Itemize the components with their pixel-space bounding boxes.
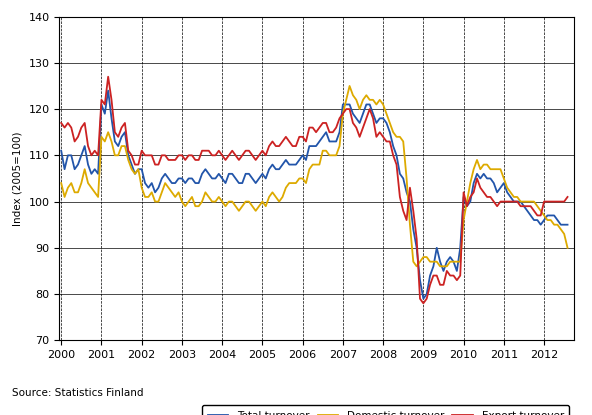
Total turnover xyxy=(57,148,65,153)
Text: Source: Statistics Finland: Source: Statistics Finland xyxy=(12,388,143,398)
Export turnover xyxy=(400,208,407,213)
Total turnover xyxy=(75,162,82,167)
Domestic turnover xyxy=(413,264,420,269)
Export turnover xyxy=(236,157,243,162)
Export turnover xyxy=(75,134,82,139)
Export turnover xyxy=(105,74,112,79)
Total turnover xyxy=(105,88,112,93)
Export turnover xyxy=(138,148,145,153)
Domestic turnover xyxy=(135,167,142,172)
Total turnover xyxy=(420,296,427,301)
Domestic turnover xyxy=(400,139,407,144)
Total turnover xyxy=(390,144,397,149)
Domestic turnover xyxy=(185,199,192,204)
Export turnover xyxy=(188,153,195,158)
Total turnover xyxy=(564,222,571,227)
Total turnover xyxy=(188,176,195,181)
Total turnover xyxy=(236,181,243,186)
Legend: Total turnover, Domestic turnover, Export turnover: Total turnover, Domestic turnover, Expor… xyxy=(202,405,569,415)
Export turnover xyxy=(420,301,427,306)
Total turnover xyxy=(138,167,145,172)
Domestic turnover xyxy=(390,130,397,135)
Export turnover xyxy=(390,153,397,158)
Domestic turnover xyxy=(346,83,353,88)
Total turnover xyxy=(400,176,407,181)
Y-axis label: Index (2005=100): Index (2005=100) xyxy=(13,131,23,226)
Domestic turnover xyxy=(564,245,571,250)
Domestic turnover xyxy=(75,190,82,195)
Export turnover xyxy=(564,195,571,200)
Line: Export turnover: Export turnover xyxy=(61,77,568,303)
Line: Domestic turnover: Domestic turnover xyxy=(61,86,568,266)
Domestic turnover xyxy=(232,204,239,209)
Export turnover xyxy=(57,120,65,125)
Line: Total turnover: Total turnover xyxy=(61,90,568,299)
Domestic turnover xyxy=(57,181,65,186)
